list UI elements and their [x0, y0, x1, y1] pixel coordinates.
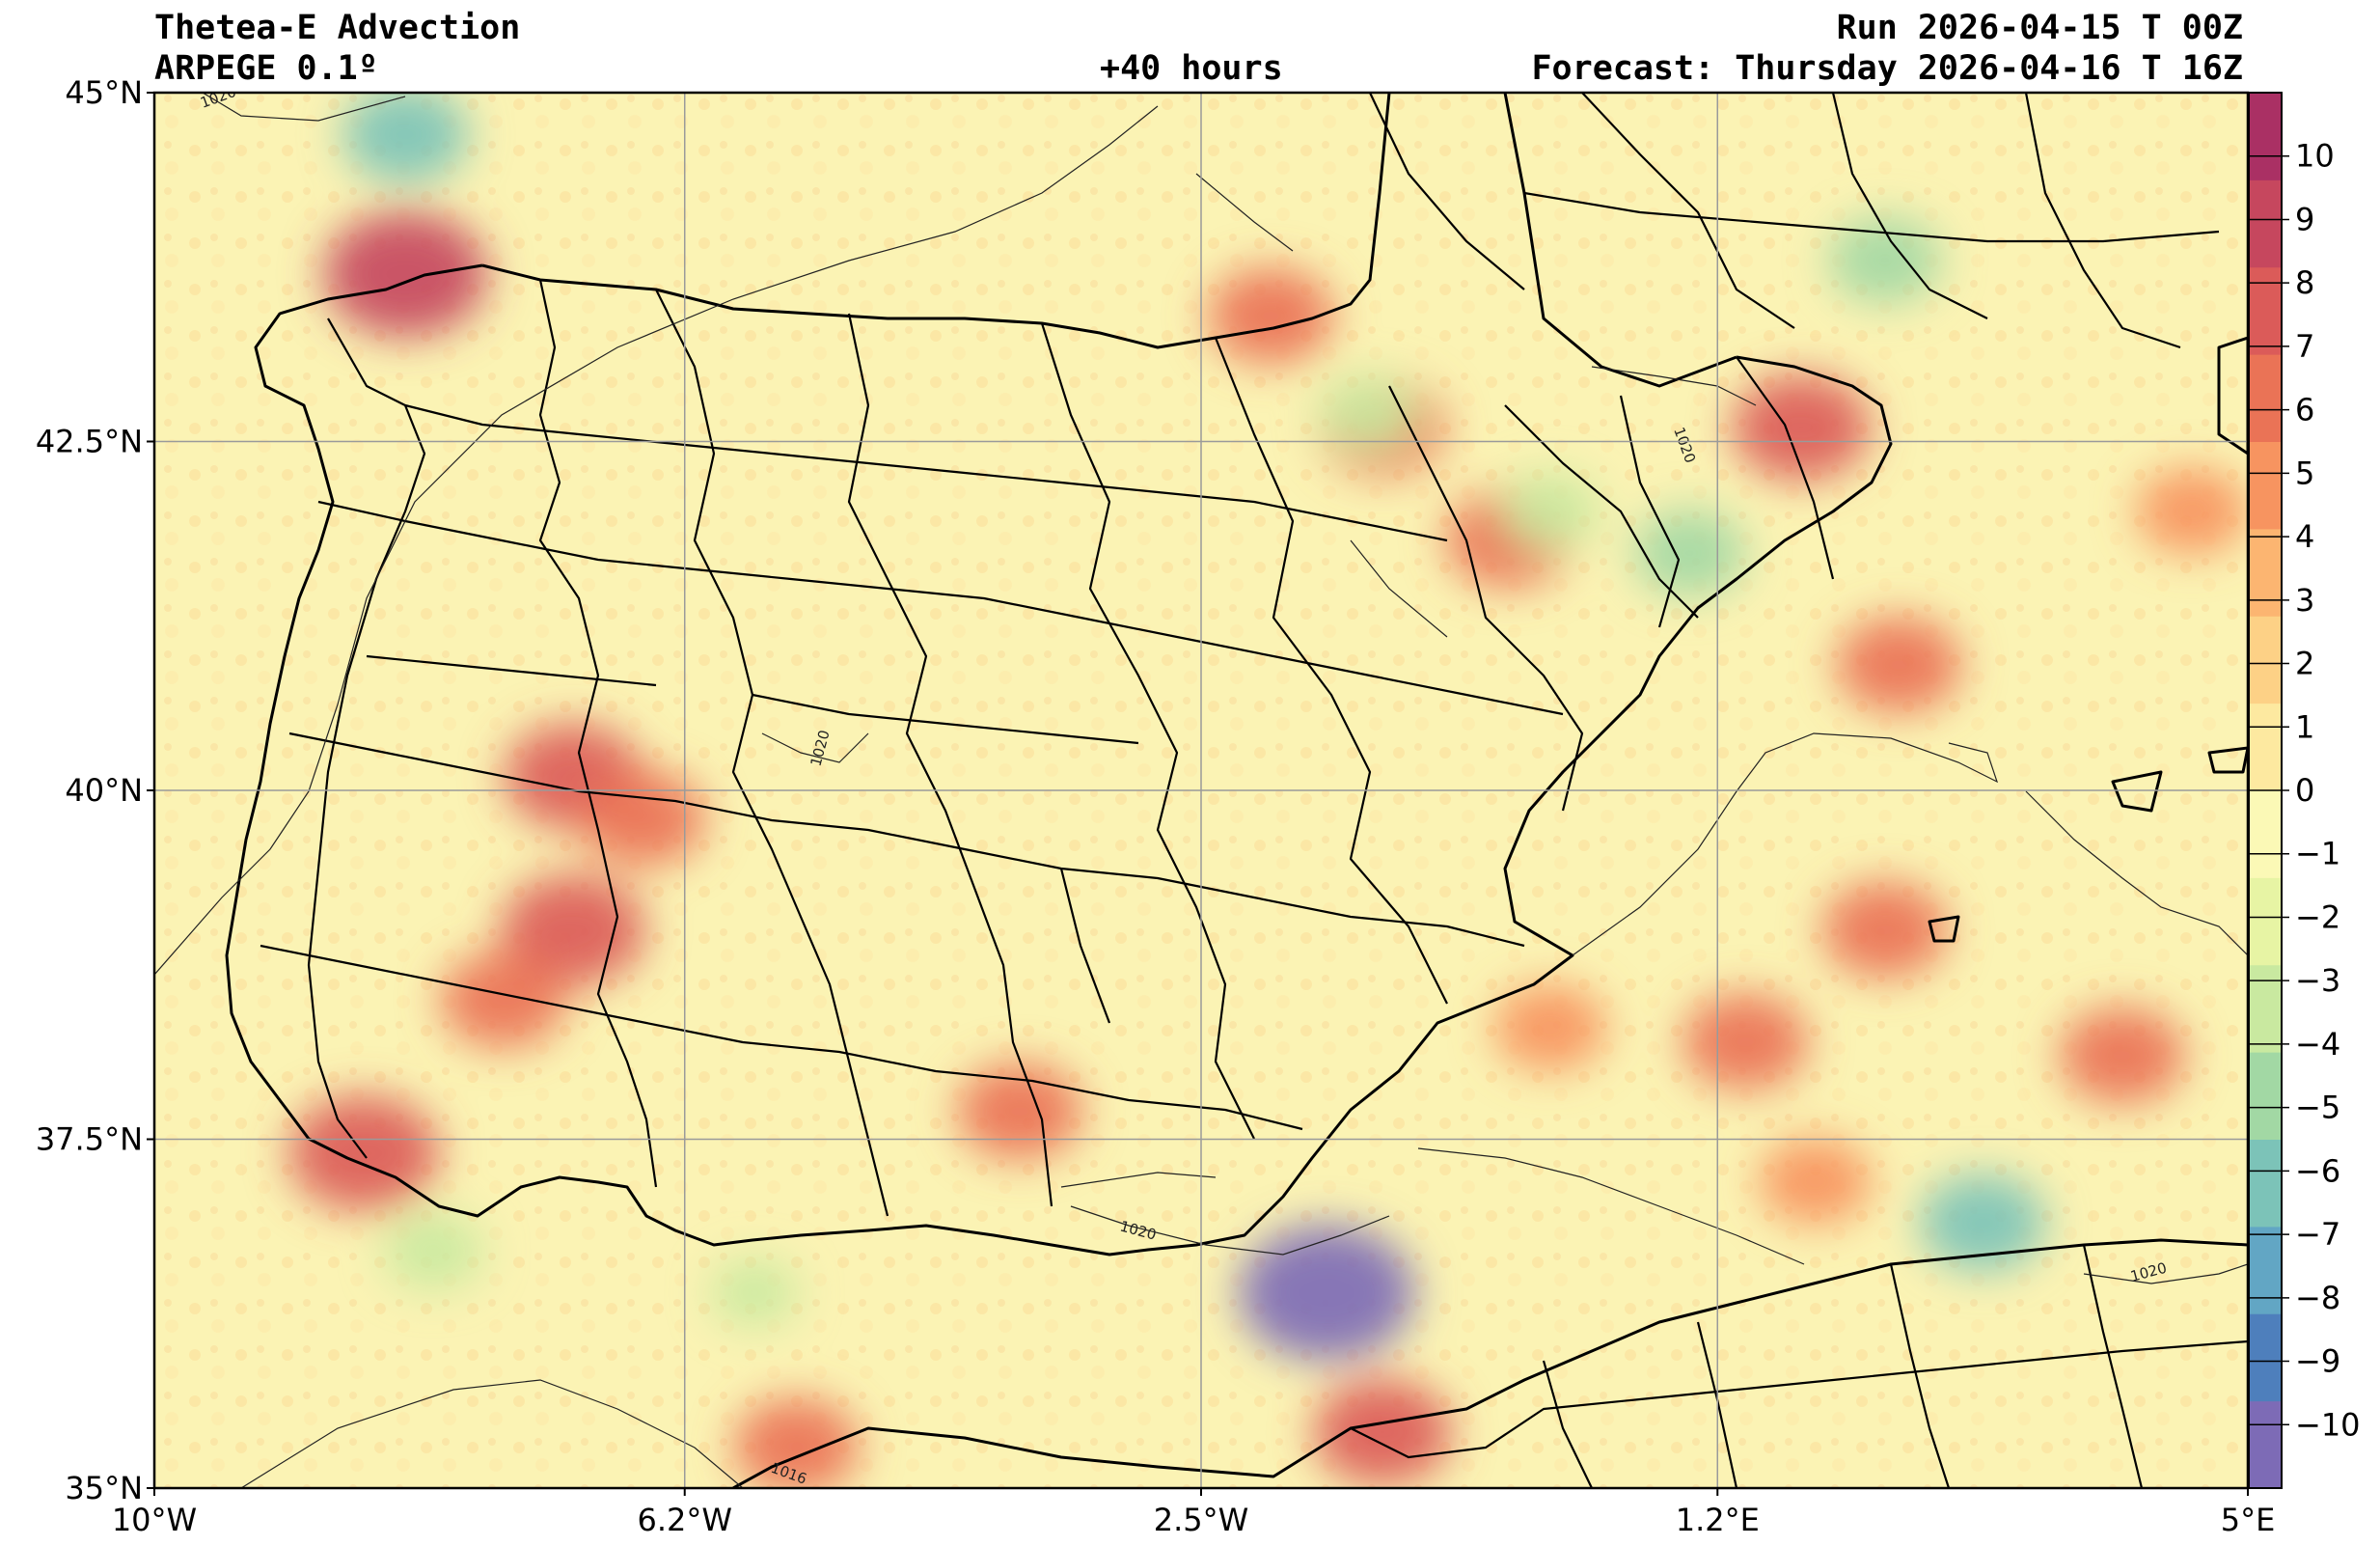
colorbar-band	[2249, 441, 2282, 530]
field-anomaly	[501, 874, 645, 986]
colorbar-band	[2249, 1313, 2282, 1402]
north-africa-coast	[732, 1238, 2248, 1488]
field-anomaly	[1732, 374, 1871, 482]
colorbar-band	[2249, 266, 2282, 355]
colorbar-band	[2249, 790, 2282, 878]
field-anomaly	[1836, 616, 1962, 713]
colorbar-tick-label: 6	[2295, 392, 2314, 428]
y-tick-label: 40°N	[65, 772, 143, 809]
coastline	[225, 93, 2248, 1488]
colorbar-tick-label: 10	[2295, 138, 2335, 175]
colorbar-tick-label: −4	[2295, 1026, 2340, 1063]
map-area: 1020 1020 1020 1020 1016 1020	[154, 93, 2248, 1488]
field-anomaly	[1821, 881, 1948, 979]
field-anomaly	[440, 951, 566, 1048]
north-coast	[481, 93, 1391, 349]
colorbar-band	[2249, 1400, 2282, 1489]
x-tick-label: 5°E	[2221, 1502, 2276, 1538]
x-tick-label: 1.2°E	[1676, 1502, 1760, 1538]
x-tick-label: 6.2°W	[637, 1502, 732, 1538]
colorbar-tick-label: −8	[2295, 1280, 2340, 1316]
corsica	[2217, 336, 2248, 456]
mallorca	[2111, 770, 2163, 813]
forecast-time-label: Forecast: Thursday 2026-04-16 T 16Z	[1531, 49, 2243, 88]
field-anomaly	[956, 1063, 1082, 1160]
colorbar-tick-label: −6	[2295, 1152, 2340, 1189]
field-anomaly	[2135, 467, 2248, 555]
y-tick-label: 45°N	[65, 74, 143, 111]
colorbar-band	[2249, 964, 2282, 1053]
colorbar-band	[2249, 179, 2282, 268]
y-tick-label: 42.5°N	[36, 424, 143, 460]
colorbar-band	[2249, 1052, 2282, 1140]
graticule	[154, 93, 2248, 1488]
field-anomaly	[1828, 216, 1942, 304]
colorbar-tick-label: −3	[2295, 962, 2340, 999]
colorbar-band	[2249, 1139, 2282, 1228]
colorbar-band	[2249, 877, 2282, 966]
field-anomaly	[1313, 1379, 1452, 1486]
colorbar-tick-label: 9	[2295, 201, 2314, 237]
colorbar-band	[2249, 93, 2282, 180]
colorbar-tick-label: 5	[2295, 455, 2314, 491]
colorbar-band	[2249, 528, 2282, 617]
colorbar-tick-label: 1	[2295, 708, 2314, 745]
colorbar-tick-label: −1	[2295, 836, 2340, 872]
colorbar-tick-label: 4	[2295, 518, 2314, 555]
field-anomaly	[1493, 983, 1607, 1071]
isobars	[154, 93, 2248, 1488]
colorbar-tick-label: −2	[2295, 898, 2340, 935]
field-anomaly	[2059, 1007, 2185, 1104]
field-anomaly	[1920, 1174, 2046, 1272]
y-tick-label: 35°N	[65, 1470, 143, 1506]
axes: 10°W 6.2°W 2.5°W 1.2°E 5°E 35°N 37.5°N 40°N 42.5…	[36, 74, 2275, 1538]
x-tick-label: 10°W	[112, 1502, 197, 1538]
colorbar-tick-label: −7	[2295, 1216, 2340, 1253]
field-anomaly	[1682, 993, 1809, 1090]
province-borders	[260, 93, 2248, 1488]
lead-time-label: +40 hours	[1100, 49, 1283, 88]
colorbar-tick-label: 0	[2295, 772, 2314, 809]
ibiza	[1928, 915, 1960, 943]
field-anomaly	[1759, 1137, 1873, 1225]
colorbar-band	[2249, 354, 2282, 442]
colorbar-tick-label: −5	[2295, 1090, 2340, 1126]
colorbar-band	[2249, 616, 2282, 704]
menorca	[2207, 746, 2248, 774]
iberia-coast	[225, 263, 1893, 1256]
colorbar-tick-label: 7	[2295, 328, 2314, 365]
x-tick-label: 2.5°W	[1154, 1502, 1249, 1538]
colorbar-tick-label: −9	[2295, 1343, 2340, 1380]
y-tick-label: 37.5°N	[36, 1121, 143, 1158]
field-anomaly	[323, 210, 487, 337]
run-label: Run 2026-04-15 T 00Z	[1836, 9, 2243, 47]
chart-title: Thetea-E Advection	[154, 9, 521, 47]
colorbar-tick-label: 8	[2295, 264, 2314, 301]
field-anomaly	[580, 769, 706, 867]
field-anomaly	[1208, 267, 1334, 365]
field-anomaly	[733, 1397, 860, 1488]
colorbar-band	[2249, 703, 2282, 791]
model-label: ARPEGE 0.1º	[154, 49, 378, 88]
colorbar-tick-label: 3	[2295, 582, 2314, 619]
field-anomaly	[1239, 1225, 1415, 1361]
field-anomaly	[710, 1258, 799, 1327]
france-coast	[1503, 93, 1737, 388]
colorbar-tick-label: 2	[2295, 646, 2314, 682]
colorbar-band	[2249, 1226, 2282, 1314]
field-anomaly	[342, 93, 469, 183]
field-anomaly	[1499, 472, 1600, 550]
field-anomaly	[383, 1212, 484, 1290]
colorbar-tick-label: −10	[2295, 1406, 2361, 1443]
